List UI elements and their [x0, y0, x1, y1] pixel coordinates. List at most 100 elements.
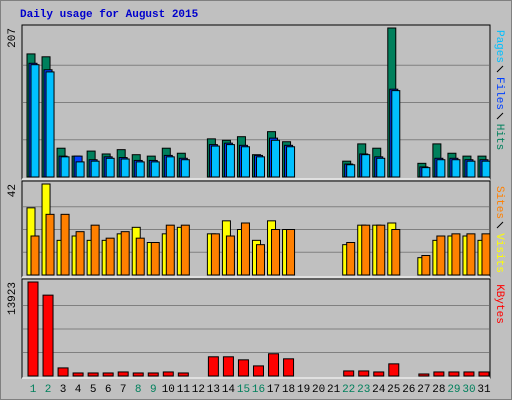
- bar: [45, 213, 55, 276]
- bar: [346, 242, 356, 276]
- bar: [120, 231, 130, 276]
- legend-label: Files: [493, 77, 505, 110]
- bar: [120, 158, 130, 178]
- legend-label: Sites: [493, 186, 505, 219]
- bar: [57, 367, 69, 377]
- bar: [436, 159, 446, 178]
- bar: [105, 157, 115, 178]
- x-tick-label: 4: [75, 384, 82, 396]
- bar: [162, 371, 174, 377]
- legend-label: Hits: [493, 124, 505, 150]
- bar: [433, 371, 445, 377]
- bar: [150, 242, 160, 276]
- x-tick-label: 13: [207, 384, 220, 396]
- bar: [132, 372, 144, 377]
- x-tick-label: 29: [447, 384, 460, 396]
- x-tick-label: 27: [417, 384, 430, 396]
- bar: [135, 161, 145, 178]
- bar: [391, 90, 401, 178]
- x-tick-label: 20: [312, 384, 325, 396]
- bar: [147, 372, 159, 377]
- bar: [75, 161, 85, 178]
- legend-separator: [496, 221, 504, 229]
- x-tick-label: 1: [30, 384, 37, 396]
- x-tick-label: 6: [105, 384, 112, 396]
- bar: [180, 159, 190, 178]
- legend-separator: [496, 65, 504, 73]
- bar: [376, 157, 386, 178]
- bar: [481, 233, 491, 276]
- legend-separator: [496, 112, 504, 120]
- bar: [343, 370, 355, 377]
- bar: [358, 370, 370, 377]
- bar: [45, 71, 55, 178]
- bar: [207, 356, 219, 377]
- bar: [60, 156, 70, 178]
- bar: [255, 244, 265, 276]
- bar: [286, 229, 296, 276]
- legend-label: KBytes: [493, 284, 505, 324]
- bar: [237, 359, 249, 377]
- bar: [481, 160, 491, 178]
- bar: [346, 164, 356, 178]
- bar: [271, 229, 281, 276]
- bar: [418, 373, 430, 377]
- bar: [252, 365, 264, 377]
- bar: [421, 167, 431, 178]
- bar: [177, 372, 189, 377]
- y-tick-label: 207: [7, 28, 19, 48]
- x-tick-label: 9: [150, 384, 157, 396]
- x-tick-label: 25: [387, 384, 400, 396]
- bar: [225, 235, 235, 276]
- bar: [478, 371, 490, 377]
- bar: [222, 356, 234, 377]
- x-tick-label: 5: [90, 384, 97, 396]
- x-tick-label: 22: [342, 384, 355, 396]
- bar: [72, 372, 84, 377]
- x-tick-label: 16: [252, 384, 265, 396]
- bar: [42, 294, 54, 377]
- bar: [391, 229, 401, 276]
- bar: [117, 371, 129, 377]
- x-tick-label: 15: [237, 384, 250, 396]
- chart-title: Daily usage for August 2015: [20, 9, 199, 21]
- bar: [361, 224, 371, 276]
- x-tick-label: 23: [357, 384, 370, 396]
- x-tick-label: 10: [162, 384, 175, 396]
- bar: [376, 224, 386, 276]
- bar: [90, 224, 100, 276]
- bar: [268, 353, 280, 377]
- bar: [451, 233, 461, 276]
- bar: [421, 255, 431, 276]
- x-tick-label: 30: [462, 384, 475, 396]
- bar: [463, 371, 475, 377]
- bar: [271, 139, 281, 178]
- legend-label: Pages: [493, 30, 505, 63]
- bar: [30, 64, 40, 178]
- bar: [240, 146, 250, 178]
- x-tick-label: 8: [135, 384, 142, 396]
- x-tick-label: 17: [267, 384, 280, 396]
- bar: [60, 213, 70, 276]
- bar: [90, 160, 100, 178]
- bar: [102, 372, 114, 377]
- bar: [165, 224, 175, 276]
- bar: [466, 160, 476, 178]
- bar: [283, 358, 295, 377]
- bar: [75, 231, 85, 276]
- x-tick-label: 7: [120, 384, 127, 396]
- bar: [448, 371, 460, 377]
- x-tick-label: 24: [372, 384, 386, 396]
- bar: [255, 156, 265, 178]
- x-tick-label: 26: [402, 384, 415, 396]
- bar: [210, 145, 220, 178]
- y-tick-label: 13923: [7, 282, 19, 315]
- bar: [466, 233, 476, 276]
- bar: [436, 235, 446, 276]
- legend-label: Visits: [493, 233, 505, 273]
- bar: [105, 237, 115, 276]
- x-tick-label: 3: [60, 384, 67, 396]
- bar: [27, 281, 39, 377]
